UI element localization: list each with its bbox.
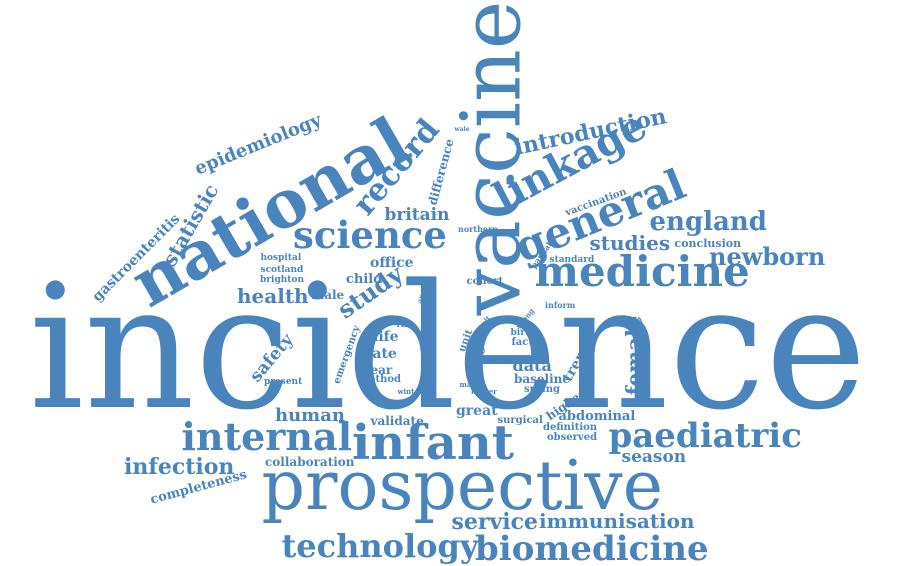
word-scotland: scotland <box>260 264 304 275</box>
word-rate: rate <box>365 346 397 362</box>
word-prospective: prospective <box>261 447 663 526</box>
word-standard: standard <box>549 254 595 265</box>
word-hospital: hospital <box>260 252 302 263</box>
word-baseline: baseline <box>514 372 571 386</box>
word-conclusion: conclusion <box>674 236 742 250</box>
word-present: present <box>264 376 303 387</box>
word-science: science <box>293 212 447 257</box>
word-birth: birth <box>510 327 536 338</box>
word-higher: higher <box>471 386 497 396</box>
word-risk: risk <box>396 319 414 329</box>
word-biomedicine: biomedicine <box>475 529 709 566</box>
word-infection: infection <box>124 454 235 480</box>
word-office: office <box>370 255 414 271</box>
word-data: data <box>512 356 552 375</box>
word-england: england <box>649 207 767 237</box>
word-observed: observed <box>547 432 598 443</box>
word-year: year <box>363 363 393 377</box>
word-definition: definition <box>543 422 598 433</box>
word-newborn: newborn <box>709 242 826 271</box>
word-male: male <box>311 288 345 302</box>
word-season: season <box>621 446 687 467</box>
word-great: great <box>456 403 498 419</box>
word-march: march <box>459 379 485 389</box>
word-abdominal: abdominal <box>558 408 636 424</box>
word-human: human <box>275 405 345 426</box>
word-method: method <box>358 374 402 385</box>
word-child: child <box>346 271 383 287</box>
word-winter: winter <box>397 386 423 396</box>
word-wale: wale <box>454 126 470 133</box>
word-cohort: cohort <box>466 276 504 287</box>
word-infant: infant <box>352 415 514 471</box>
word-immunisation: immunisation <box>539 509 695 533</box>
word-validate: validate <box>370 414 424 428</box>
word-studies: studies <box>589 231 671 255</box>
word-incidence: incidence <box>29 247 867 448</box>
word-brighton: brighton <box>260 274 304 285</box>
word-service: service <box>451 509 539 535</box>
word-life: life <box>373 329 399 345</box>
word-inform: inform <box>545 300 576 310</box>
word-surgical: surgical <box>497 415 543 426</box>
word-britain: britain <box>384 204 450 225</box>
word-factor: factor <box>511 337 545 348</box>
word-northern: northern <box>458 224 498 234</box>
word-paediatric: paediatric <box>608 416 802 456</box>
word-spring: spring <box>524 384 560 395</box>
word-medicine: medicine <box>534 247 750 296</box>
word-female: female <box>621 315 647 395</box>
word-health: health <box>237 284 309 308</box>
word-internal: internal <box>181 414 353 459</box>
word-technology: technology <box>281 527 479 565</box>
word-collaboration: collaboration <box>265 455 355 469</box>
